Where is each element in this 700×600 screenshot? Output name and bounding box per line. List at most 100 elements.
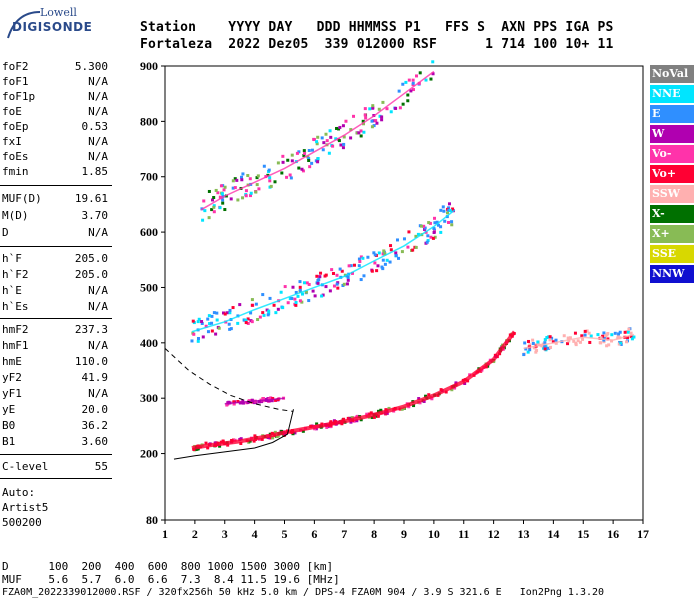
echo-point [305, 281, 309, 285]
echo-point [232, 438, 236, 442]
echo-point [286, 158, 290, 162]
echo-point [242, 318, 246, 322]
echo-point [330, 268, 334, 272]
param-row-foF2: foF2 5.300 [2, 60, 108, 75]
echo-point [301, 169, 305, 173]
echo-point [266, 313, 270, 317]
echo-point [349, 136, 353, 140]
echo-point [273, 180, 277, 184]
echo-point [407, 230, 411, 234]
echo-point [429, 77, 433, 81]
param-row-hF2: h`F2 205.0 [2, 268, 108, 283]
echo-point [447, 208, 451, 212]
param-value: 110.0 [74, 355, 108, 368]
echo-point [389, 248, 393, 252]
param-row-fxI: fxI N/A [2, 135, 108, 150]
echo-point [364, 116, 368, 120]
param-row-fmin: fmin 1.85 [2, 165, 108, 180]
echo-point [572, 339, 576, 343]
echo-point [341, 146, 345, 150]
echo-point [527, 339, 531, 343]
echo-point [541, 346, 545, 350]
param-value: 36.2 [81, 419, 109, 432]
echo-point [319, 271, 323, 275]
echo-point [381, 267, 385, 271]
echo-point [627, 327, 631, 331]
param-row-MD: M(D) 3.70 [2, 209, 108, 224]
echo-point [206, 330, 210, 334]
echo-point [269, 184, 273, 188]
param-value: N/A [88, 75, 108, 88]
echo-point [435, 220, 439, 224]
echo-point [293, 431, 297, 435]
echo-point [228, 311, 232, 315]
echo-point [327, 151, 331, 155]
param-value: 0.53 [81, 120, 109, 133]
param-label: h`Es [2, 300, 29, 313]
echo-point [325, 139, 329, 143]
echo-point [411, 81, 415, 85]
echo-point [274, 311, 278, 315]
echo-point [447, 202, 451, 206]
echo-point [255, 183, 259, 187]
echo-point [316, 160, 320, 164]
echo-point [523, 341, 527, 345]
x-tick-label: 5 [282, 527, 288, 541]
param-value: 41.9 [81, 371, 109, 384]
echo-point [315, 274, 319, 278]
param-value: N/A [88, 300, 108, 313]
echo-point [540, 344, 544, 348]
echo-point [376, 264, 380, 268]
echo-point [315, 422, 319, 426]
echo-point [431, 236, 435, 240]
echo-point [196, 320, 200, 324]
param-row-hE: h`E N/A [2, 284, 108, 299]
echo-point [307, 299, 311, 303]
echo-point [340, 269, 344, 273]
echo-point [288, 297, 292, 301]
echo-point [331, 144, 335, 148]
echo-point [203, 209, 207, 213]
echo-point [267, 168, 271, 172]
echo-point [256, 174, 260, 178]
x-tick-label: 3 [222, 527, 228, 541]
echo-point [610, 333, 614, 337]
polarization-legend: NoVal NNE E W Vo- Vo+ SSW X- X+ SSE NNW [650, 65, 694, 285]
param-label: h`F2 [2, 268, 29, 281]
echo-point [380, 118, 384, 122]
echo-point [267, 309, 271, 313]
echo-point [312, 138, 316, 142]
legend-item-ssw: SSW [650, 185, 694, 203]
echo-point [246, 321, 250, 325]
echo-point [232, 400, 236, 404]
echo-point [268, 179, 272, 183]
echo-point [200, 321, 204, 325]
echo-point [215, 311, 219, 315]
echo-point [322, 141, 326, 145]
echo-point [254, 302, 258, 306]
echo-point [226, 443, 230, 447]
echo-point [332, 284, 336, 288]
param-value: N/A [88, 387, 108, 400]
echo-point [241, 196, 245, 200]
echo-point [328, 289, 332, 293]
echo-point [528, 343, 532, 347]
echo-point [416, 232, 420, 236]
echo-point [626, 330, 630, 334]
x-tick-label: 11 [458, 527, 469, 541]
echo-point [425, 240, 429, 244]
echo-point [313, 294, 317, 298]
echo-point [249, 311, 253, 315]
echo-point [533, 346, 537, 350]
plot-frame [164, 65, 644, 521]
echo-point [583, 333, 587, 337]
echo-point [289, 176, 293, 180]
echo-point [604, 334, 608, 338]
echo-point [616, 334, 620, 338]
echo-point [201, 218, 205, 222]
trace-3 [200, 70, 435, 211]
echo-point [439, 230, 443, 234]
echo-point [400, 407, 404, 411]
echo-point [315, 140, 319, 144]
echo-point [337, 139, 341, 143]
